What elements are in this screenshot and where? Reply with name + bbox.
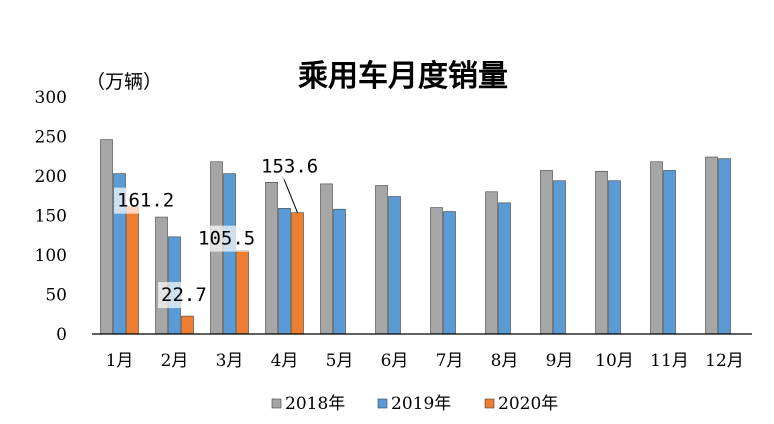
bar-2018年-6月: [375, 185, 388, 335]
x-tick-label: 9月: [546, 351, 574, 371]
bar-2018年-12月: [705, 156, 718, 335]
data-label: 105.5: [198, 228, 255, 250]
bar-2018年-7月: [430, 207, 443, 335]
bar-2018年-10月: [595, 170, 608, 335]
legend-swatch-2018年: [271, 398, 282, 409]
y-tick-label: 0: [56, 325, 67, 345]
bar-2018年-2月: [155, 216, 168, 335]
bar-2020年-1月: [126, 206, 139, 335]
bar-2019年-4月: [278, 208, 291, 335]
y-tick-label: 150: [35, 207, 67, 227]
legend-label: 2019年: [391, 394, 451, 414]
data-label-background: [114, 187, 178, 214]
legend-swatch-2020年: [484, 398, 495, 409]
y-axis-ticks: 0 50 100 150 200 250 300: [35, 88, 67, 345]
y-tick-label: 250: [35, 128, 67, 148]
bar-2018年-8月: [485, 191, 498, 335]
bar-2020年-2月: [181, 315, 194, 335]
x-tick-label: 3月: [216, 351, 244, 371]
data-label: 153.6: [261, 156, 318, 178]
x-tick-label: 4月: [271, 351, 299, 371]
x-axis-ticks: 1月 2月 3月 4月 5月 6月 7月 8月 9月 10月 11月 12月: [106, 351, 744, 371]
bar-2019年-8月: [498, 202, 511, 335]
bar-2019年-5月: [333, 208, 346, 335]
x-tick-label: 10月: [595, 351, 634, 371]
y-tick-label: 300: [35, 88, 67, 108]
data-label: 22.7: [161, 284, 207, 306]
x-tick-label: 8月: [491, 351, 519, 371]
data-label-background: [195, 225, 259, 252]
bar-2019年-11月: [663, 170, 676, 335]
x-tick-label: 12月: [705, 351, 744, 371]
y-axis-unit-label: （万辆）: [86, 71, 162, 93]
bar-2019年-6月: [388, 196, 401, 335]
data-labels: 161.2 22.7 105.5 153.6: [114, 153, 322, 309]
bar-2018年-9月: [540, 170, 553, 335]
x-tick-label: 2月: [161, 351, 189, 371]
bar-2019年-12月: [718, 158, 731, 335]
legend-label: 2018年: [285, 394, 345, 414]
bar-2018年-4月: [265, 182, 278, 335]
y-tick-label: 200: [35, 167, 67, 187]
bar-2019年-3月: [223, 173, 236, 335]
y-tick-label: 100: [35, 246, 67, 266]
bar-2018年-11月: [650, 161, 663, 335]
bar-2020年-4月: [291, 212, 304, 335]
bar-2018年-5月: [320, 183, 333, 335]
x-tick-label: 1月: [106, 351, 134, 371]
data-label-background: [258, 153, 322, 180]
bar-2019年-7月: [443, 211, 456, 335]
legend-swatch-2019年: [377, 398, 388, 409]
y-tick-label: 50: [45, 286, 67, 306]
data-label-background: [158, 282, 210, 309]
bar-2018年-1月: [100, 139, 113, 335]
x-tick-label: 6月: [381, 351, 409, 371]
legend: 2018年 2019年 2020年: [271, 394, 558, 414]
bar-2019年-9月: [553, 180, 566, 335]
data-label-leader-line: [282, 176, 298, 213]
x-tick-label: 11月: [650, 351, 689, 371]
legend-label: 2020年: [498, 394, 558, 414]
x-tick-label: 5月: [326, 351, 354, 371]
data-label: 161.2: [117, 190, 174, 212]
bar-2019年-10月: [608, 180, 621, 335]
bar-2020年-3月: [236, 250, 249, 335]
x-tick-label: 7月: [436, 351, 464, 371]
chart-title: 乘用车月度销量: [298, 59, 508, 94]
